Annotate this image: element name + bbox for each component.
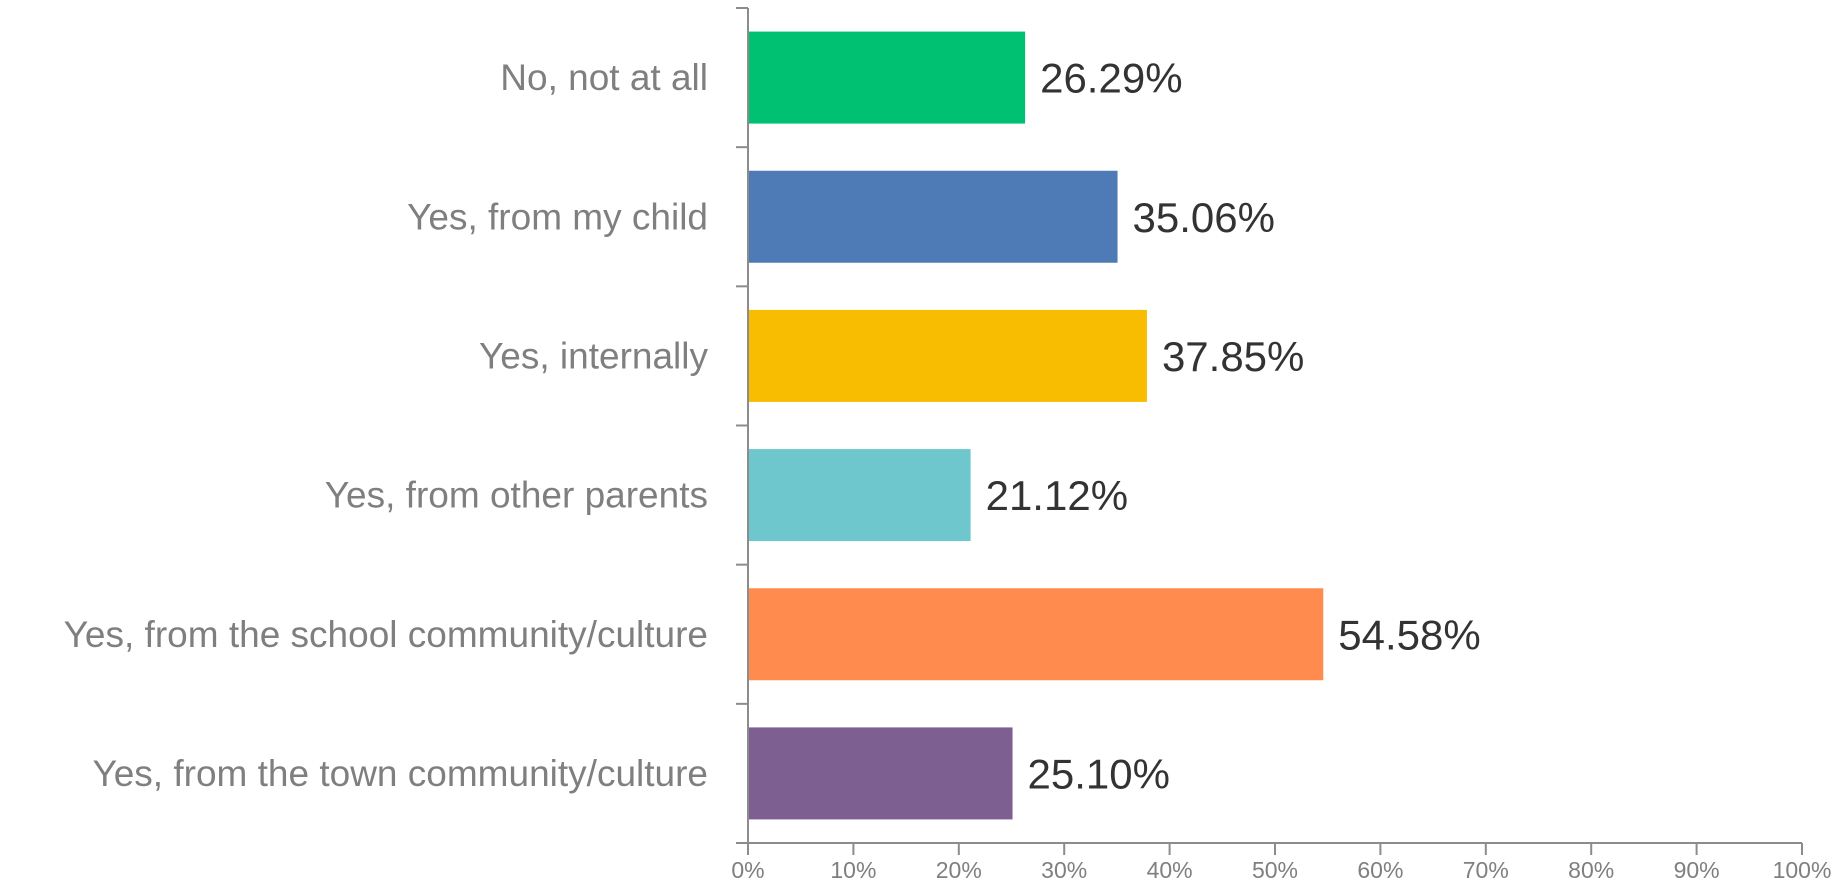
x-tick-label-30: 30%: [1041, 857, 1087, 883]
value-label-6: 25.10%: [1028, 750, 1170, 797]
value-label-2: 35.06%: [1133, 194, 1275, 241]
bar-3: [748, 309, 1147, 402]
category-label-5: Yes, from the school community/culture: [64, 614, 708, 655]
bars-group: [748, 31, 1324, 820]
x-tick-label-50: 50%: [1252, 857, 1298, 883]
x-tick-label-100: 100%: [1773, 857, 1832, 883]
x-ticks-group: 0% 10% 20% 30% 40% 50% 60% 70% 80% 90% 100%: [731, 857, 1831, 883]
bar-1: [748, 31, 1026, 124]
x-tick-label-60: 60%: [1357, 857, 1403, 883]
x-tick-label-90: 90%: [1674, 857, 1720, 883]
x-tick-label-80: 80%: [1568, 857, 1614, 883]
axes-group: [736, 7, 1803, 855]
category-label-4: Yes, from other parents: [325, 475, 708, 516]
bar-5: [748, 588, 1324, 681]
value-label-4: 21.12%: [986, 472, 1128, 519]
value-label-3: 37.85%: [1162, 333, 1304, 380]
category-labels-group: No, not at all Yes, from my child Yes, int…: [64, 57, 709, 794]
x-tick-label-0: 0%: [731, 857, 764, 883]
bar-4: [748, 449, 971, 542]
value-labels-group: 26.29% 35.06% 37.85% 21.12% 54.58% 25.10%: [986, 55, 1481, 798]
x-tick-label-40: 40%: [1147, 857, 1193, 883]
category-label-6: Yes, from the town community/culture: [92, 753, 708, 794]
x-tick-label-10: 10%: [830, 857, 876, 883]
x-tick-label-70: 70%: [1463, 857, 1509, 883]
bar-2: [748, 170, 1118, 263]
category-label-1: No, not at all: [500, 57, 708, 98]
value-label-1: 26.29%: [1040, 55, 1182, 102]
bar-6: [748, 727, 1013, 820]
x-tick-label-20: 20%: [936, 857, 982, 883]
category-label-2: Yes, from my child: [407, 196, 708, 237]
value-label-5: 54.58%: [1338, 611, 1480, 658]
category-label-3: Yes, internally: [479, 335, 708, 376]
